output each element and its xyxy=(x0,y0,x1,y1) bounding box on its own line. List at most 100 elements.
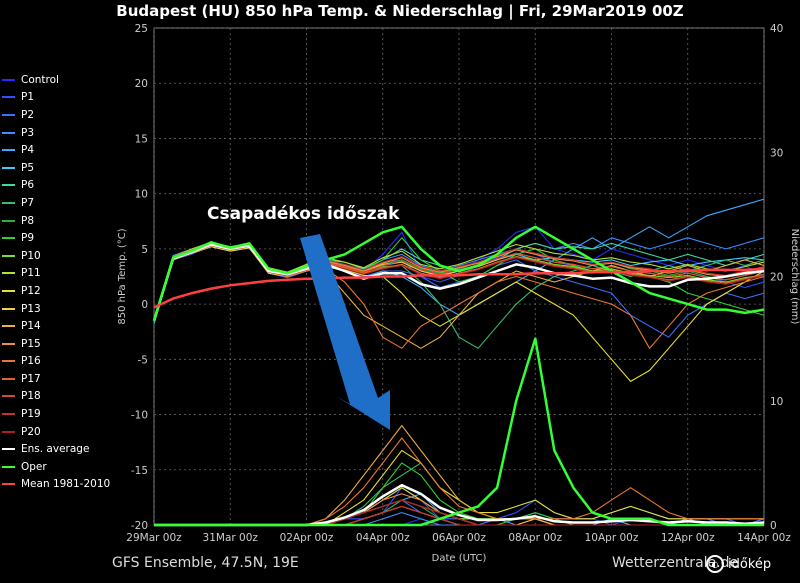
legend-swatch xyxy=(2,395,15,398)
idokep-logo-icon: ◐ xyxy=(706,555,724,573)
legend-label: P16 xyxy=(21,355,41,368)
y2-axis-label: Niederschlag (mm) xyxy=(789,229,800,325)
y-tick-label: 0 xyxy=(141,299,148,311)
legend-swatch xyxy=(2,201,15,204)
legend-swatch xyxy=(2,448,15,451)
legend-swatch xyxy=(2,131,15,134)
legend-label: P6 xyxy=(21,179,35,192)
series-lines xyxy=(152,198,765,527)
idokep-logo: ◐ időkép xyxy=(706,552,798,576)
legend-label: P17 xyxy=(21,372,41,385)
legend-item: P18 xyxy=(2,388,122,406)
legend-label: P20 xyxy=(21,425,41,438)
logo-text: időkép xyxy=(728,556,772,572)
legend-item: Oper xyxy=(2,458,122,476)
legend-item: P16 xyxy=(2,353,122,371)
y-tick-label: 5 xyxy=(141,244,148,256)
legend-label: P8 xyxy=(21,214,35,227)
legend-item: P3 xyxy=(2,124,122,142)
legend-swatch xyxy=(2,96,15,99)
legend-label: Ens. average xyxy=(21,443,90,456)
legend-label: Mean 1981-2010 xyxy=(21,478,111,491)
legend-swatch xyxy=(2,413,15,416)
legend-label: P18 xyxy=(21,390,41,403)
legend-item: Ens. average xyxy=(2,440,122,458)
legend-item: P4 xyxy=(2,141,122,159)
legend-item: P2 xyxy=(2,106,122,124)
legend-item: P1 xyxy=(2,89,122,107)
y2-tick-label: 10 xyxy=(770,396,783,408)
legend-item: P12 xyxy=(2,282,122,300)
y-tick-label: 20 xyxy=(135,78,148,90)
legend-label: P1 xyxy=(21,91,35,104)
x-tick-label: 06Apr 00z xyxy=(432,532,486,544)
legend-swatch xyxy=(2,272,15,275)
y-tick-label: -15 xyxy=(131,465,148,477)
legend-swatch xyxy=(2,483,15,486)
annotation-arrow-shape xyxy=(300,234,390,430)
legend-item: P6 xyxy=(2,177,122,195)
y-tick-label: 25 xyxy=(135,23,148,35)
precip-line-oper xyxy=(154,337,764,527)
legend-label: P11 xyxy=(21,267,41,280)
legend-item: P7 xyxy=(2,194,122,212)
legend-item: P11 xyxy=(2,265,122,283)
x-tick-label: 10Apr 00z xyxy=(585,532,639,544)
y-tick-label: -10 xyxy=(131,410,148,422)
chart-legend: Control P1 P2 P3 P4 P5 P6 P7 P8 P9 P10 P11 P12 P13 P14… xyxy=(2,71,122,493)
legend-label: P10 xyxy=(21,249,41,262)
y2-tick-label: 0 xyxy=(770,520,777,532)
legend-item: P5 xyxy=(2,159,122,177)
y2-tick-label: 30 xyxy=(770,147,783,159)
legend-label: P7 xyxy=(21,196,35,209)
legend-label: P3 xyxy=(21,126,35,139)
legend-swatch xyxy=(2,430,15,433)
y-tick-label: -20 xyxy=(131,520,148,532)
legend-swatch xyxy=(2,113,15,116)
legend-label: P9 xyxy=(21,232,35,245)
legend-swatch xyxy=(2,184,15,187)
legend-item: P14 xyxy=(2,317,122,335)
legend-item: P13 xyxy=(2,300,122,318)
x-tick-label: 31Mar 00z xyxy=(203,532,259,544)
legend-swatch xyxy=(2,219,15,222)
legend-item: P10 xyxy=(2,247,122,265)
legend-label: P15 xyxy=(21,337,41,350)
y-tick-label: 15 xyxy=(135,133,148,145)
model-info: GFS Ensemble, 47.5N, 19E xyxy=(112,555,299,571)
y-tick-label: -5 xyxy=(138,354,148,366)
legend-swatch xyxy=(2,166,15,169)
y-tick-label: 10 xyxy=(135,189,148,201)
legend-item: P17 xyxy=(2,370,122,388)
chart-axes: -20 -15 -10 -5 0 5 10 15 20 25 29Mar 00z 31Mar 00z 0… xyxy=(117,23,800,564)
legend-item: P8 xyxy=(2,212,122,230)
legend-swatch xyxy=(2,377,15,380)
x-tick-label: 08Apr 00z xyxy=(508,532,562,544)
legend-swatch xyxy=(2,289,15,292)
x-axis-label: Date (UTC) xyxy=(432,553,487,564)
temp-line-mean-1981-2010 xyxy=(153,267,765,309)
legend-swatch xyxy=(2,307,15,310)
legend-swatch xyxy=(2,149,15,152)
legend-label: P19 xyxy=(21,408,41,421)
x-tick-label: 14Apr 00z xyxy=(737,532,791,544)
legend-label: P14 xyxy=(21,320,41,333)
legend-swatch xyxy=(2,465,15,468)
x-tick-label: 12Apr 00z xyxy=(661,532,715,544)
legend-label: Oper xyxy=(21,460,47,473)
legend-label: P5 xyxy=(21,161,35,174)
legend-swatch xyxy=(2,78,15,81)
legend-label: Control xyxy=(21,73,59,86)
legend-swatch xyxy=(2,254,15,257)
annotation-label: Csapadékos időszak xyxy=(207,204,400,224)
temp-line-ens-average xyxy=(152,243,765,322)
temp-line-oper xyxy=(152,225,765,322)
x-tick-label: 29Mar 00z xyxy=(126,532,182,544)
y2-tick-label: 40 xyxy=(770,23,783,35)
legend-swatch xyxy=(2,237,15,240)
legend-item: P19 xyxy=(2,405,122,423)
legend-swatch xyxy=(2,342,15,345)
legend-item: P15 xyxy=(2,335,122,353)
y2-tick-label: 20 xyxy=(770,272,783,284)
